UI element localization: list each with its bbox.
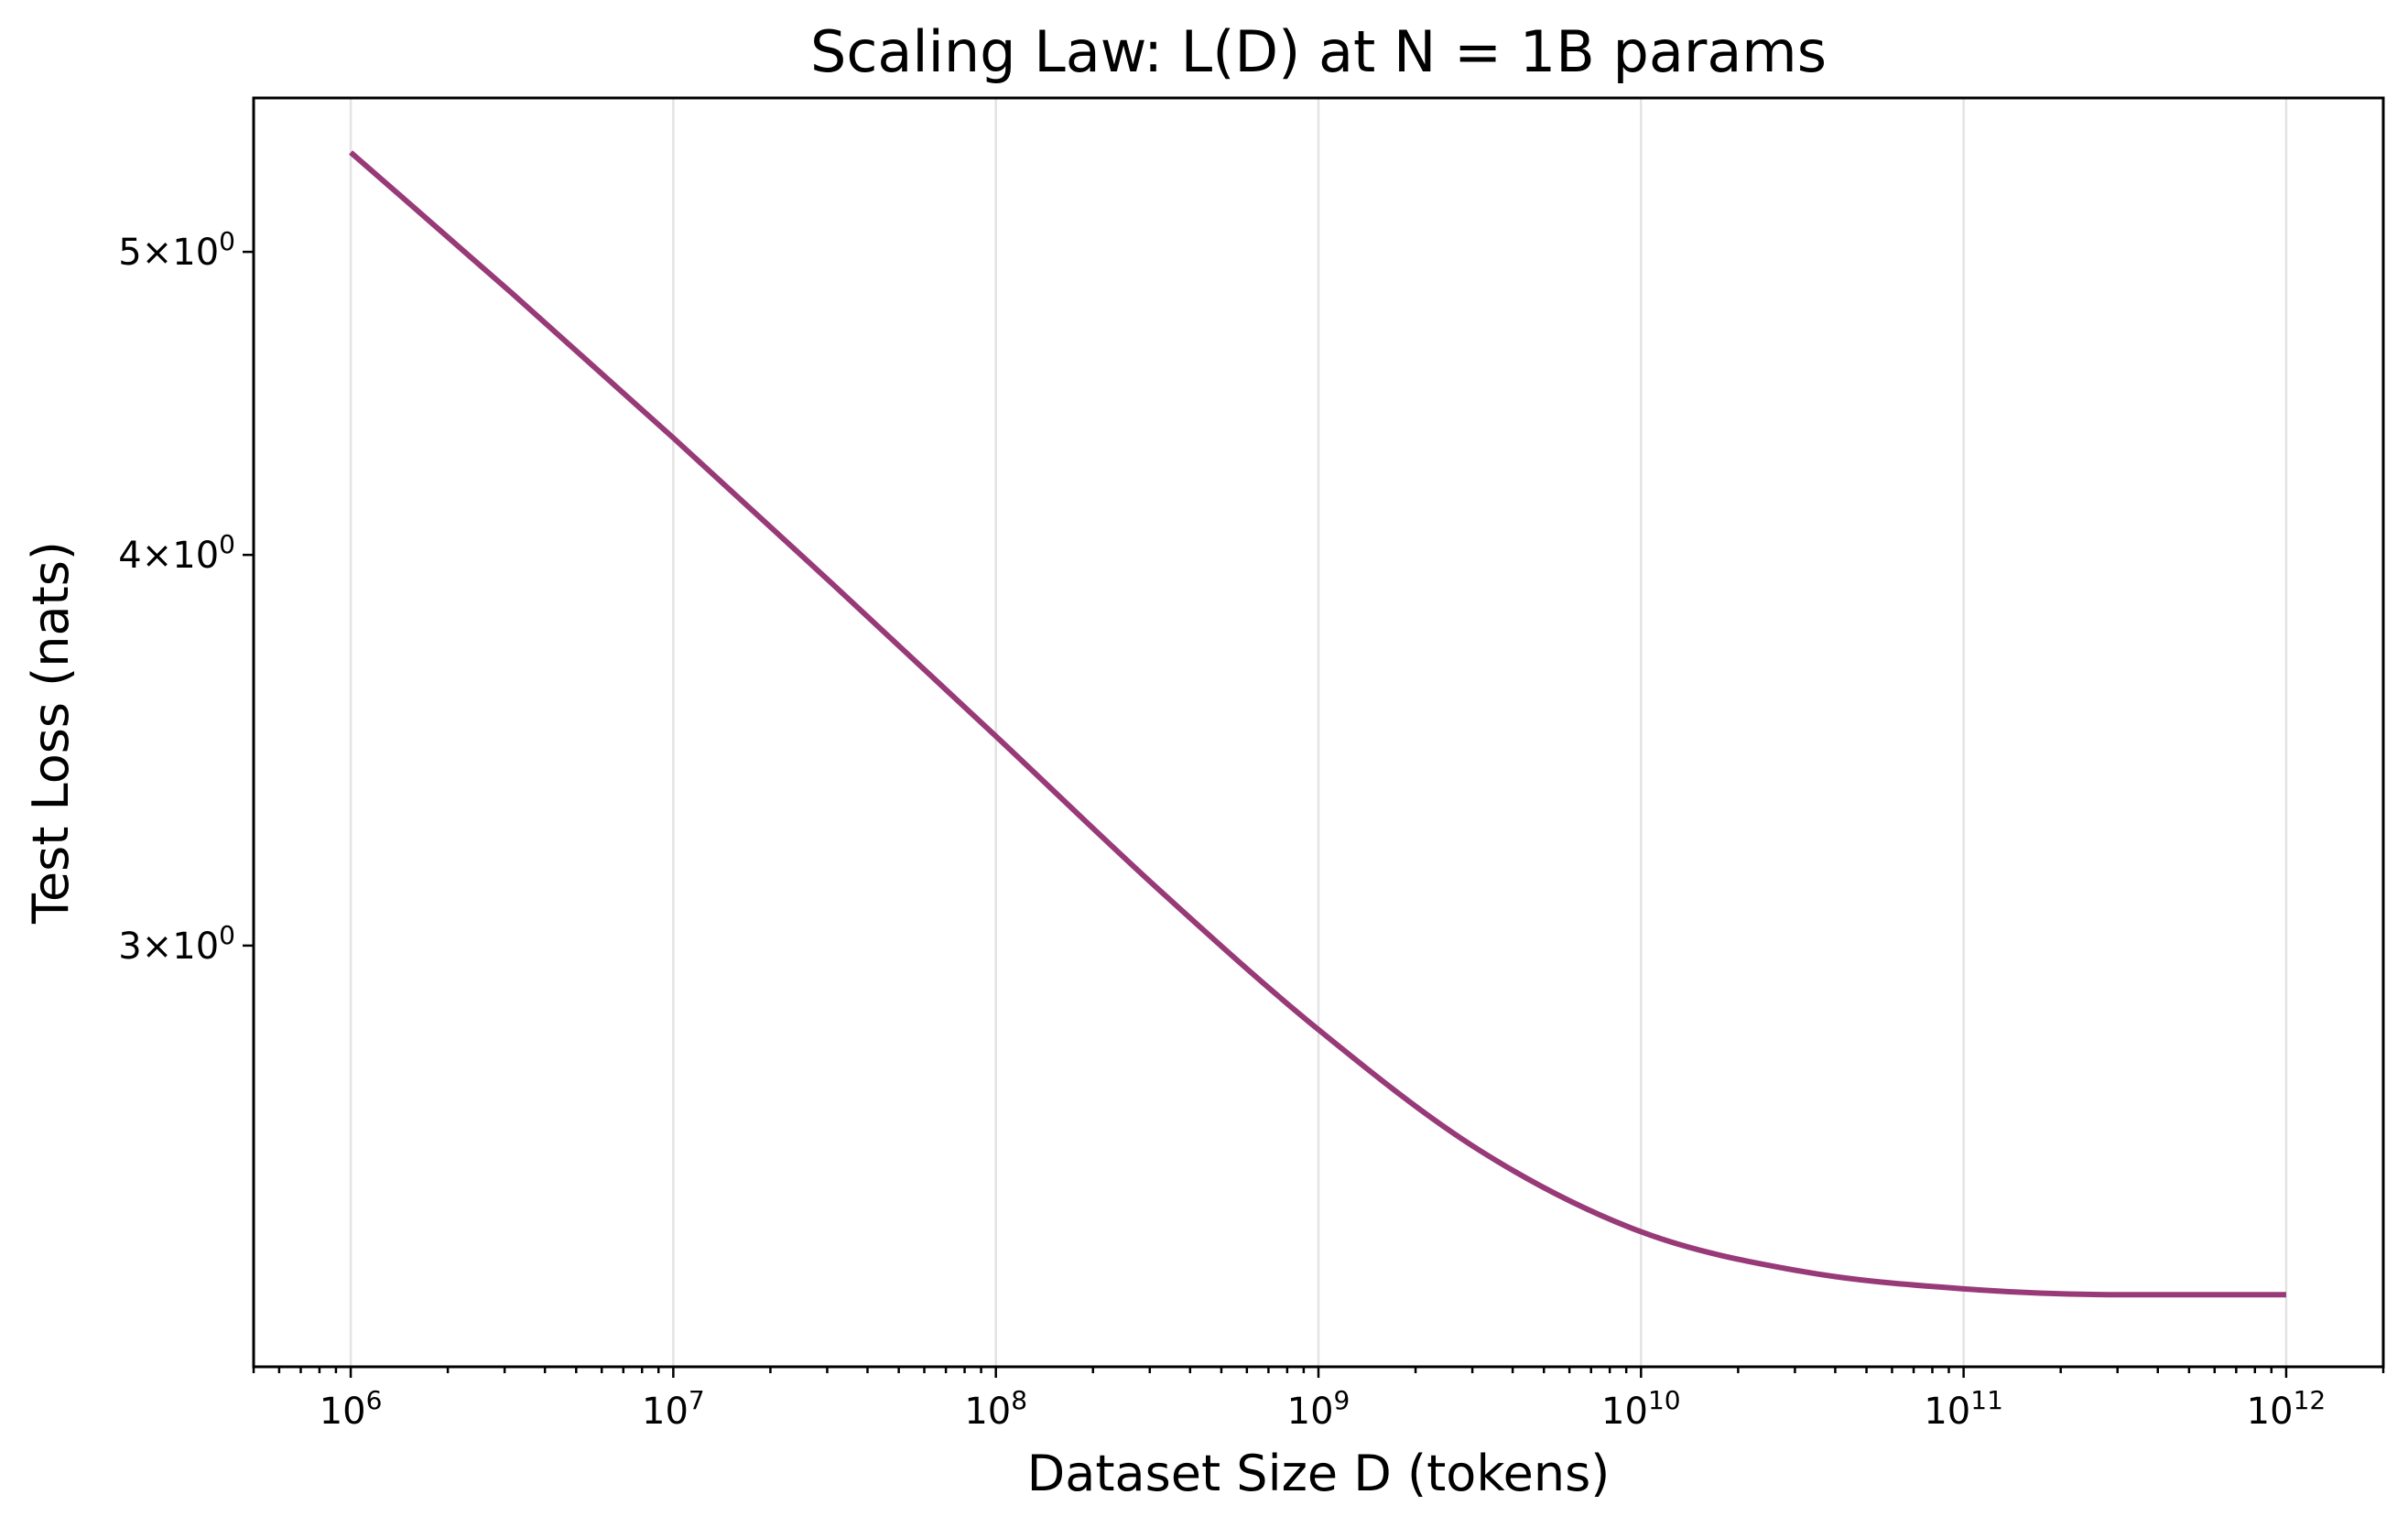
y-tick-label: 4×100 xyxy=(118,529,235,577)
grid-lines xyxy=(349,98,2288,1367)
series-layer xyxy=(349,150,2286,1298)
x-tick-label: 109 xyxy=(1287,1385,1350,1433)
x-tick-label: 1011 xyxy=(1924,1385,2003,1433)
x-axis-label: Dataset Size D (tokens) xyxy=(1027,1445,1611,1502)
x-tick-label: 107 xyxy=(642,1385,705,1433)
x-tick-label: 1010 xyxy=(1601,1385,1681,1433)
x-tick-label: 108 xyxy=(964,1385,1027,1433)
x-tick-label: 1012 xyxy=(2247,1385,2327,1433)
chart-title: Scaling Law: L(D) at N = 1B params xyxy=(810,18,1827,85)
x-tick-label: 106 xyxy=(320,1385,383,1433)
y-axis: 3×100 4×100 5×100 xyxy=(118,226,254,968)
y-tick-label: 5×100 xyxy=(118,226,235,274)
series-line xyxy=(349,150,2286,1298)
y-tick-label: 3×100 xyxy=(118,920,235,968)
x-axis: 106 107 108 109 1010 1011 1012 xyxy=(252,1367,2385,1433)
y-axis-label: Test Loss (nats) xyxy=(22,541,80,925)
